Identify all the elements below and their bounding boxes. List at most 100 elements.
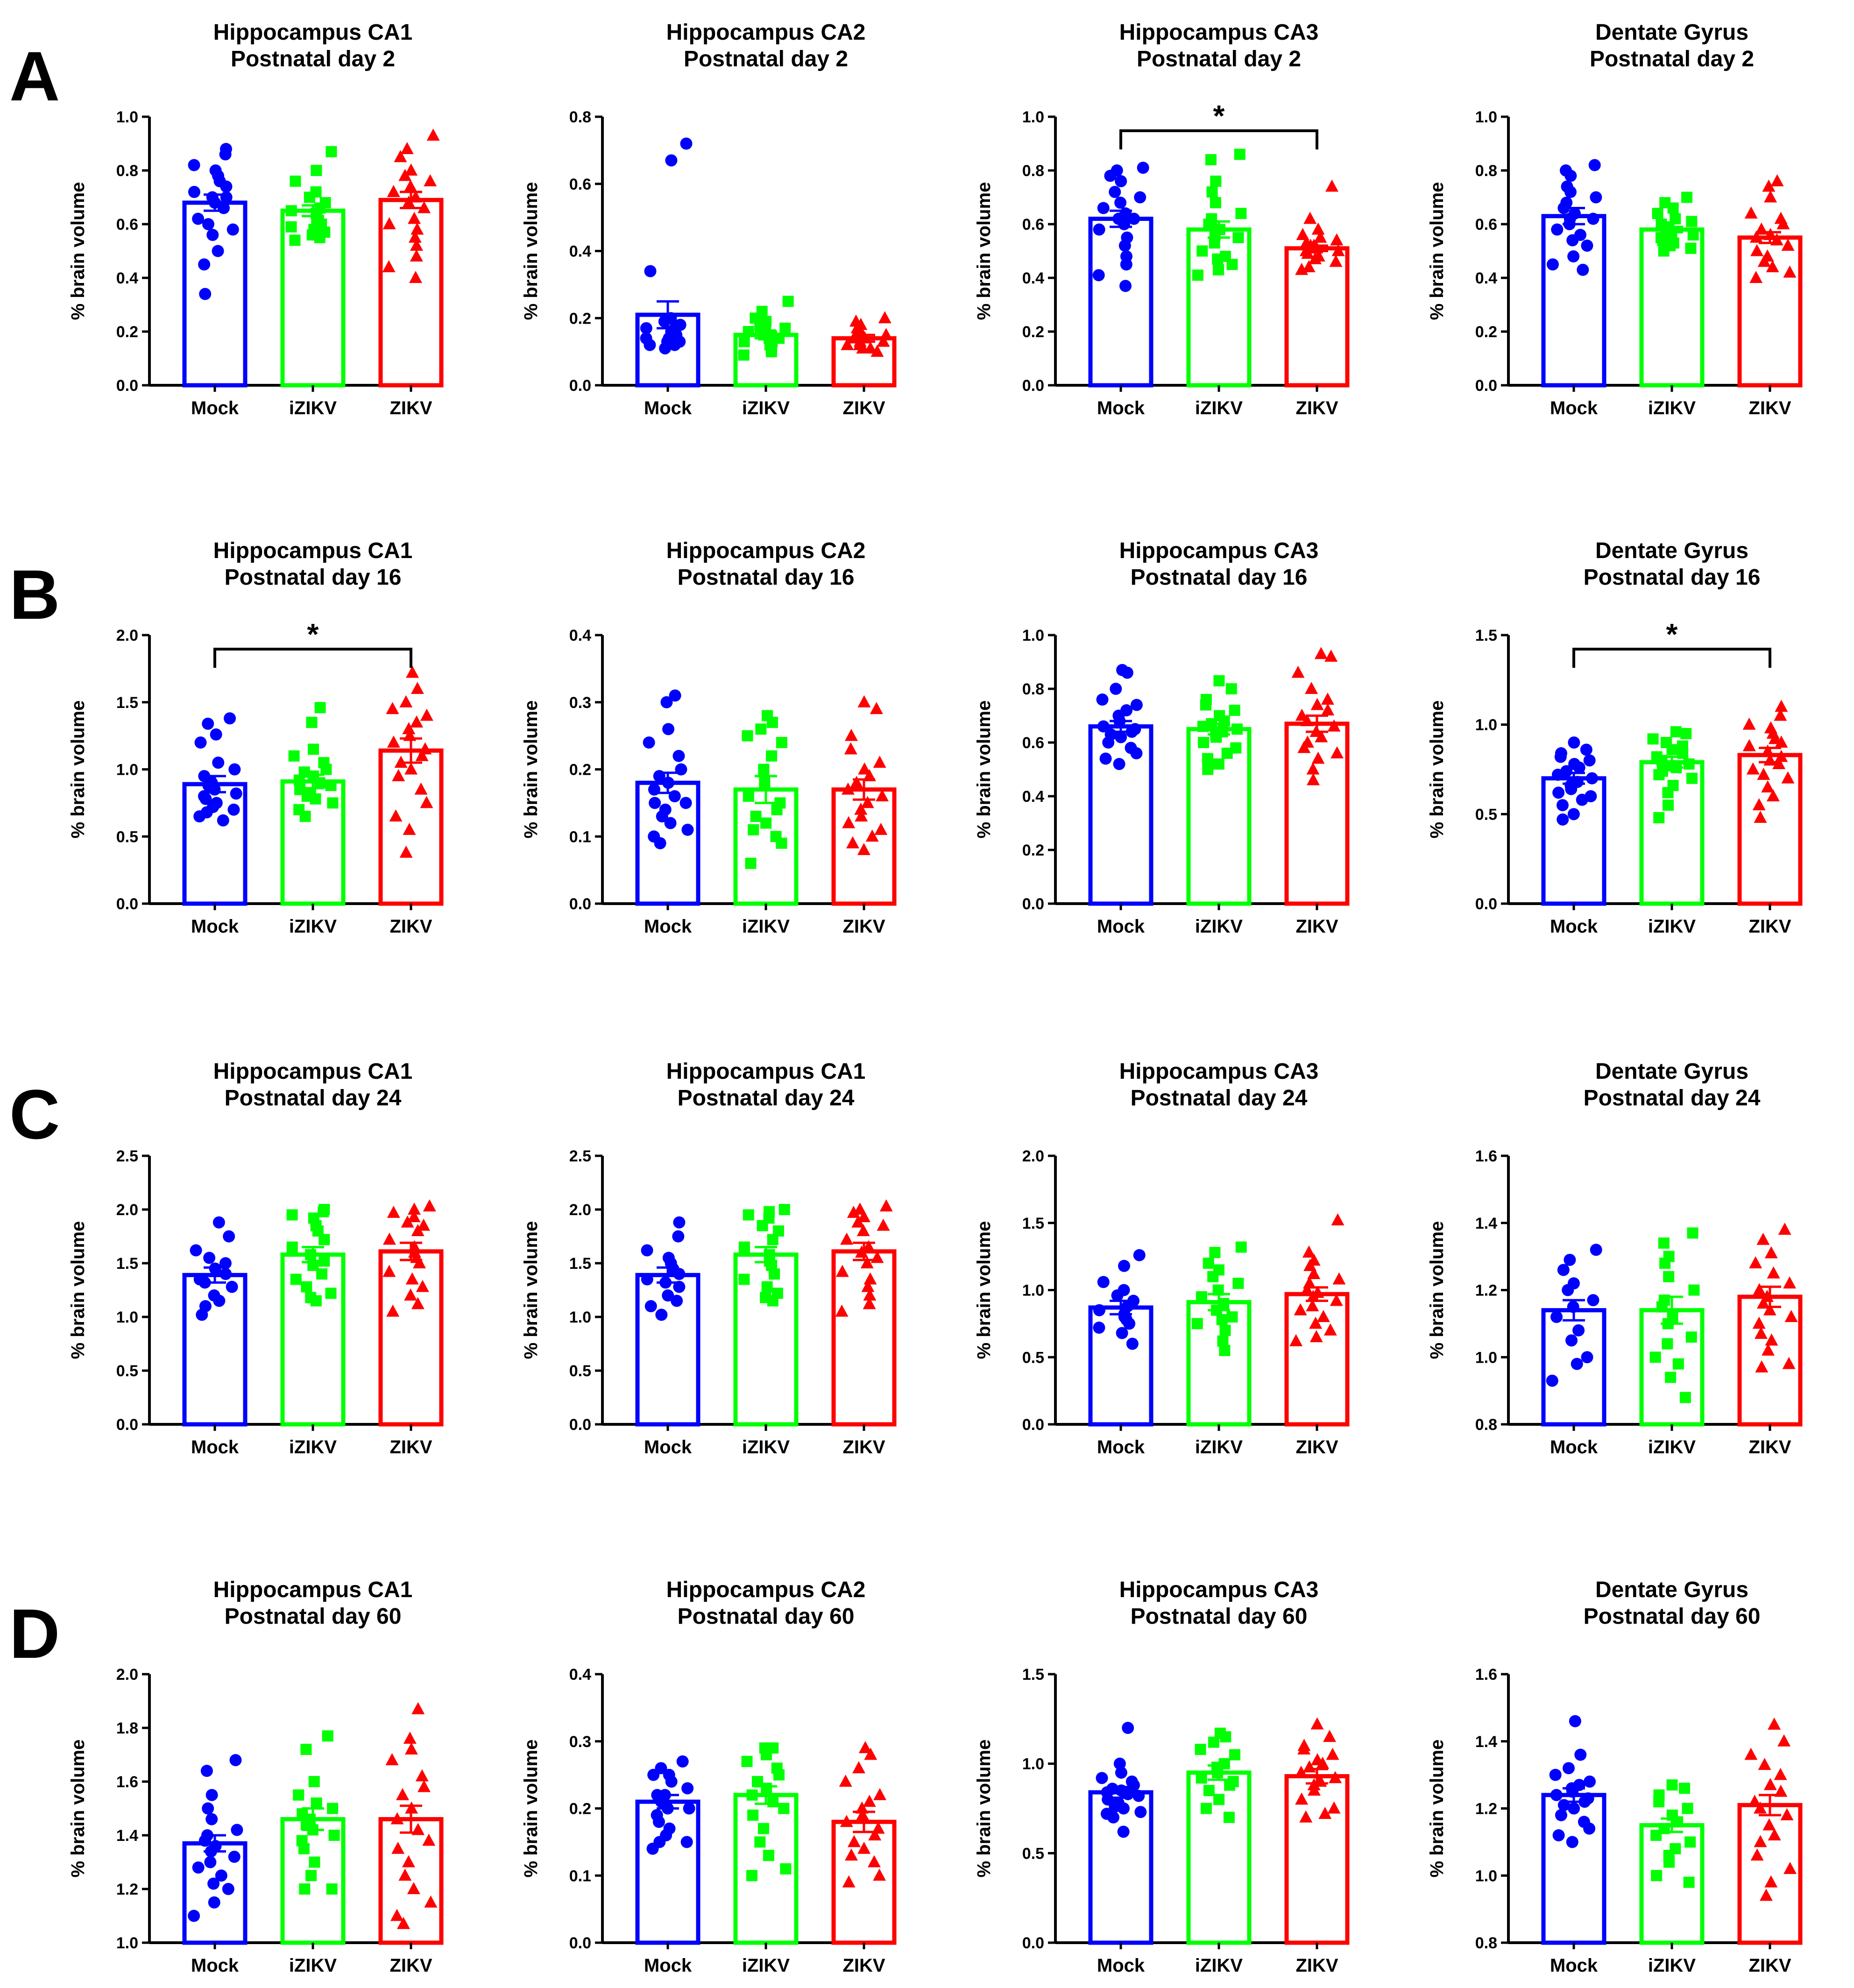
chart-title-line1: Hippocampus CA2 [666,1578,866,1602]
chart-subtitle-line2: Postnatal day 16 [1584,565,1761,590]
data-point [1229,1749,1241,1761]
data-point [190,1244,202,1257]
data-point [1652,208,1663,219]
data-point [1130,747,1143,759]
data-point [1765,1333,1778,1346]
data-point [760,1749,772,1761]
y-tick-label: 1.0 [116,761,138,779]
data-point [841,782,855,795]
data-point [403,1732,417,1744]
data-point [1116,1327,1128,1339]
data-point [851,1215,865,1228]
x-category-label: iZIKV [1195,1955,1243,1976]
y-tick-label: 0.4 [1475,269,1497,287]
data-point [855,1245,869,1258]
data-point [1297,1742,1311,1755]
y-axis-label: % brain volume [521,1221,541,1359]
y-tick-label: 0.4 [1022,788,1044,806]
x-category-label: Mock [191,1955,239,1976]
data-point [1567,250,1580,262]
x-category-label: iZIKV [742,1437,790,1457]
data-point [1315,730,1328,743]
data-point [198,1276,211,1289]
data-point [209,197,221,209]
data-point [868,1828,882,1840]
data-point [397,1917,410,1929]
data-point [835,1265,849,1277]
data-point [1763,753,1777,766]
y-tick-label: 0.0 [569,895,591,913]
data-point [1763,1303,1776,1316]
y-tick-label: 1.0 [1022,627,1044,644]
data-point [840,1815,853,1827]
data-point [1302,260,1316,272]
data-point [1666,1779,1678,1791]
x-category-label: Mock [191,1437,239,1457]
x-category-label: ZIKV [1295,916,1338,937]
data-point [1326,1747,1339,1760]
chart-title-line1: Hippocampus CA1 [666,1059,866,1084]
data-point [1235,208,1247,219]
x-category-label: ZIKV [389,916,432,937]
x-category-label: Mock [644,1437,692,1457]
data-point [738,1241,750,1253]
y-tick-label: 1.0 [1022,1282,1044,1300]
data-point [855,809,868,822]
data-point [411,1297,425,1309]
data-point [1571,1358,1583,1370]
data-point [1557,1264,1570,1276]
data-point [738,349,750,361]
data-point [404,179,418,192]
data-point [779,322,791,334]
data-point [1123,1317,1136,1330]
y-tick-label: 1.5 [1475,627,1497,644]
data-point [1768,1717,1781,1730]
data-point [1683,758,1695,770]
data-point [328,1830,340,1841]
data-point [860,1256,874,1268]
data-point [641,1273,653,1286]
data-point [1686,216,1698,227]
data-point [668,790,681,802]
data-point [1311,751,1325,764]
data-point [1754,1326,1768,1339]
data-point [841,338,854,350]
y-tick-label: 1.0 [1475,1349,1497,1366]
data-point [1202,753,1213,764]
data-point [1203,1258,1214,1269]
data-point [1653,769,1665,780]
data-point [289,234,301,246]
data-point [305,1249,317,1260]
data-point [1573,761,1585,774]
data-point [205,1845,217,1858]
bar [1284,1774,1350,1945]
data-point [874,822,888,835]
data-point [1663,1271,1675,1282]
data-point [1587,1294,1599,1307]
data-point [420,708,433,721]
x-category-label: iZIKV [289,916,337,937]
data-point [652,1816,665,1828]
data-point [188,159,200,171]
data-point [1663,1856,1675,1868]
data-point [1775,700,1788,712]
data-point [1205,154,1217,165]
bar [1284,246,1350,388]
chart-title-line1: Hippocampus CA1 [213,1578,413,1602]
data-point [863,769,876,781]
chart-subtitle-line2: Postnatal day 24 [225,1086,402,1111]
data-point [1097,720,1110,733]
x-category-label: ZIKV [1295,398,1338,418]
data-point [743,326,754,337]
data-point [199,288,212,300]
data-point [1749,271,1763,283]
chart-subtitle-line2: Postnatal day 24 [678,1086,855,1111]
data-point [311,1797,322,1809]
x-category-label: iZIKV [1648,916,1696,937]
data-point [1742,739,1756,751]
data-point [1331,244,1345,256]
data-point [286,1209,298,1221]
data-point [1758,1758,1771,1770]
